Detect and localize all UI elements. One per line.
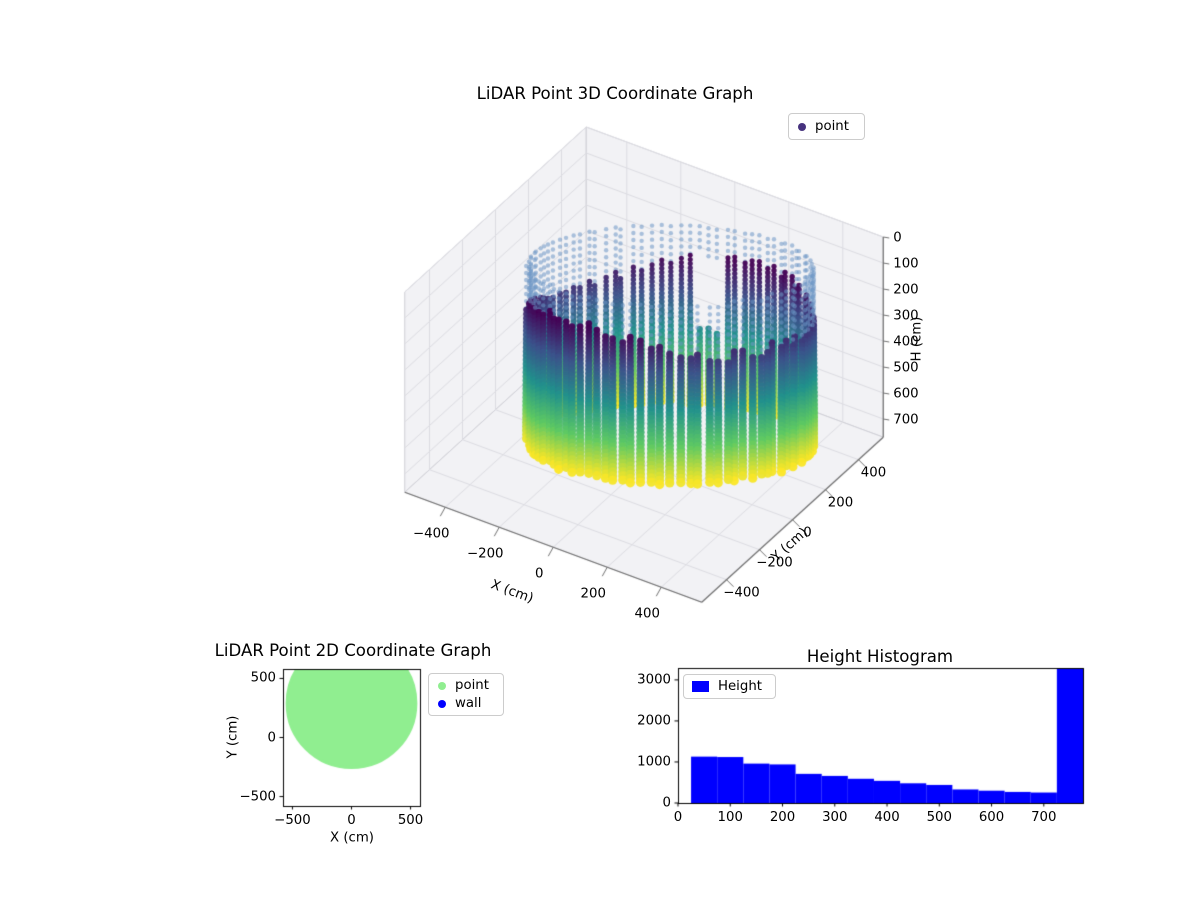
legend-label: wall <box>455 696 482 711</box>
legend-entry: Height <box>692 679 762 694</box>
plot3d-legend: point <box>788 113 865 140</box>
plot3d-zlabel: H (cm) <box>909 316 925 362</box>
legend-label: Height <box>718 679 762 694</box>
point-legend-marker-icon <box>798 122 806 131</box>
plot2d-ylabel: Y (cm) <box>225 715 241 759</box>
plot2d-title: LiDAR Point 2D Coordinate Graph <box>214 641 492 660</box>
Height-legend-marker-icon <box>692 681 709 692</box>
plot2d-xlabel: X (cm) <box>330 830 374 846</box>
histogram-title: Height Histogram <box>806 647 954 666</box>
legend-label: point <box>815 119 849 134</box>
legend-entry: wall <box>438 696 489 711</box>
legend-label: point <box>455 678 489 693</box>
point-legend-marker-icon <box>438 681 446 690</box>
legend-entry: point <box>798 119 849 134</box>
wall-legend-marker-icon <box>438 699 446 708</box>
plot2d-legend: point wall <box>428 673 504 716</box>
legend-entry: point <box>438 678 489 693</box>
plot3d-title: LiDAR Point 3D Coordinate Graph <box>476 84 754 103</box>
histogram-legend: Height <box>683 674 776 699</box>
